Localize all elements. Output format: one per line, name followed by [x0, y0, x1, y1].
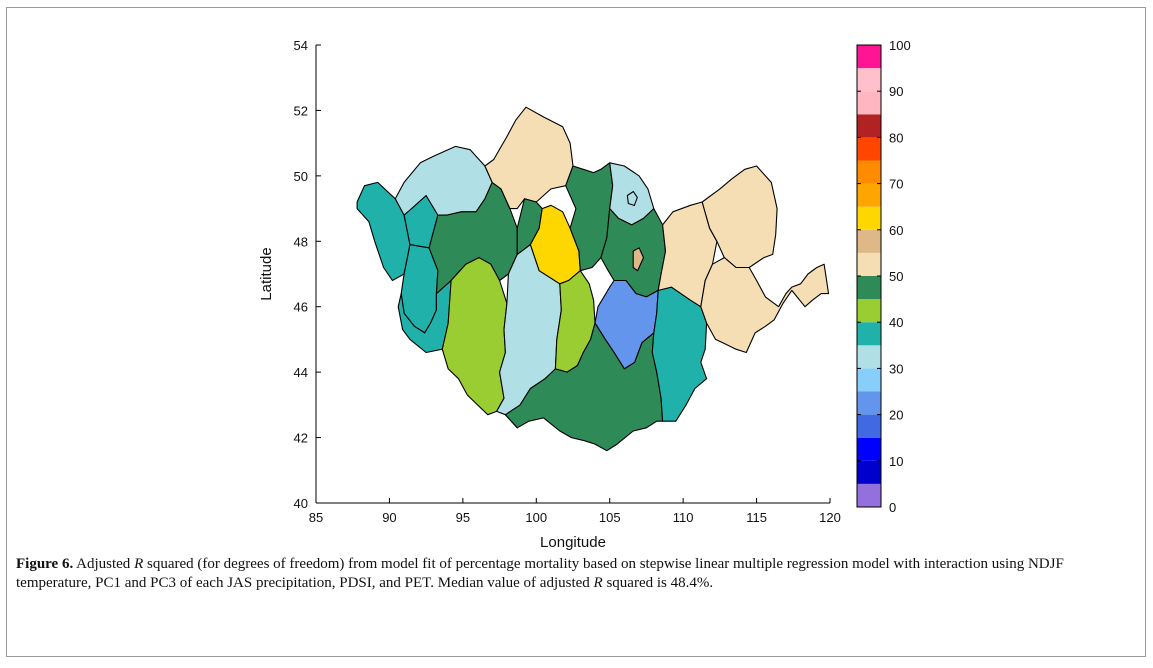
colorbar-bin — [857, 460, 881, 484]
colorbar-tick-label: 100 — [889, 38, 911, 53]
colorbar-tick-label: 0 — [889, 500, 896, 515]
caption-r-symbol: R — [134, 556, 144, 572]
colorbar-bin — [857, 206, 881, 230]
x-tick-label: 110 — [673, 510, 694, 525]
colorbar-tick-label: 90 — [889, 84, 903, 99]
colorbar-tick-label: 80 — [889, 130, 903, 145]
colorbar-tick-label: 70 — [889, 177, 903, 192]
region — [394, 145, 493, 216]
y-tick-label: 54 — [294, 38, 308, 53]
colorbar-tick-label: 60 — [889, 223, 903, 238]
x-tick-label: 90 — [382, 510, 396, 525]
colorbar-tick-label: 10 — [889, 454, 903, 469]
caption-label: Figure 6. — [16, 556, 74, 572]
x-tick-label: 105 — [599, 510, 621, 525]
colorbar-bin — [857, 183, 881, 207]
colorbar-bin — [857, 276, 881, 300]
x-tick-label: 115 — [746, 510, 767, 525]
region — [441, 257, 508, 416]
colorbar-tick-label: 30 — [889, 361, 903, 376]
colorbar-bin — [857, 391, 881, 415]
colorbar: 0 10 20 30 40 50 60 70 80 90 100 — [856, 38, 911, 515]
x-tick-label: 85 — [309, 510, 323, 525]
y-tick-label: 52 — [294, 103, 308, 118]
caption-text-3: squared is 48.4%. — [602, 575, 714, 591]
colorbar-bin — [857, 368, 881, 392]
y-tick-label: 46 — [294, 300, 308, 315]
caption-text-2: squared (for degrees of freedom) from mo… — [16, 556, 1064, 591]
colorbar-bin — [857, 114, 881, 138]
region — [632, 247, 645, 272]
axes-layer: 85 90 95 100 105 110 115 120 40 42 44 46 48 50 52 54 Lon… — [258, 38, 841, 550]
figure-caption: Figure 6. Adjusted R squared (for degree… — [16, 555, 1126, 593]
choropleth-map: 85 90 95 100 105 110 115 1204042444648505254Lon… — [258, 38, 911, 550]
colorbar-bin — [857, 137, 881, 161]
y-tick-label: 40 — [294, 496, 308, 511]
caption-text-1: Adjusted — [73, 556, 135, 572]
x-axis-title: Longitude — [540, 534, 606, 550]
y-tick-label: 42 — [294, 431, 308, 446]
x-tick-label: 120 — [819, 510, 841, 525]
colorbar-tick-label: 50 — [889, 269, 903, 284]
figure-frame — [6, 7, 1146, 657]
colorbar-bin — [857, 483, 881, 507]
y-tick-label: 48 — [294, 234, 308, 249]
y-tick-label: 44 — [294, 365, 308, 380]
caption-r-symbol-2: R — [593, 575, 603, 591]
y-tick-label: 50 — [294, 169, 308, 184]
colorbar-bin — [857, 229, 881, 253]
colorbar-bin — [857, 414, 881, 438]
colorbar-bin — [857, 91, 881, 115]
regions-layer — [356, 106, 830, 452]
x-tick-label: 95 — [456, 510, 470, 525]
colorbar-tick-label: 20 — [889, 408, 903, 423]
colorbar-bin — [857, 299, 881, 323]
colorbar-bin — [857, 252, 881, 276]
colorbar-bin — [857, 160, 881, 184]
colorbar-bin — [857, 68, 881, 92]
x-tick-label: 100 — [525, 510, 547, 525]
y-axis-title: Latitude — [258, 247, 275, 300]
colorbar-bin — [857, 437, 881, 461]
colorbar-bin — [857, 345, 881, 369]
colorbar-bin — [857, 45, 881, 69]
colorbar-tick-label: 40 — [889, 315, 903, 330]
lake-outline — [626, 190, 638, 207]
region — [701, 165, 778, 269]
colorbar-bin — [857, 322, 881, 346]
region — [700, 257, 830, 354]
